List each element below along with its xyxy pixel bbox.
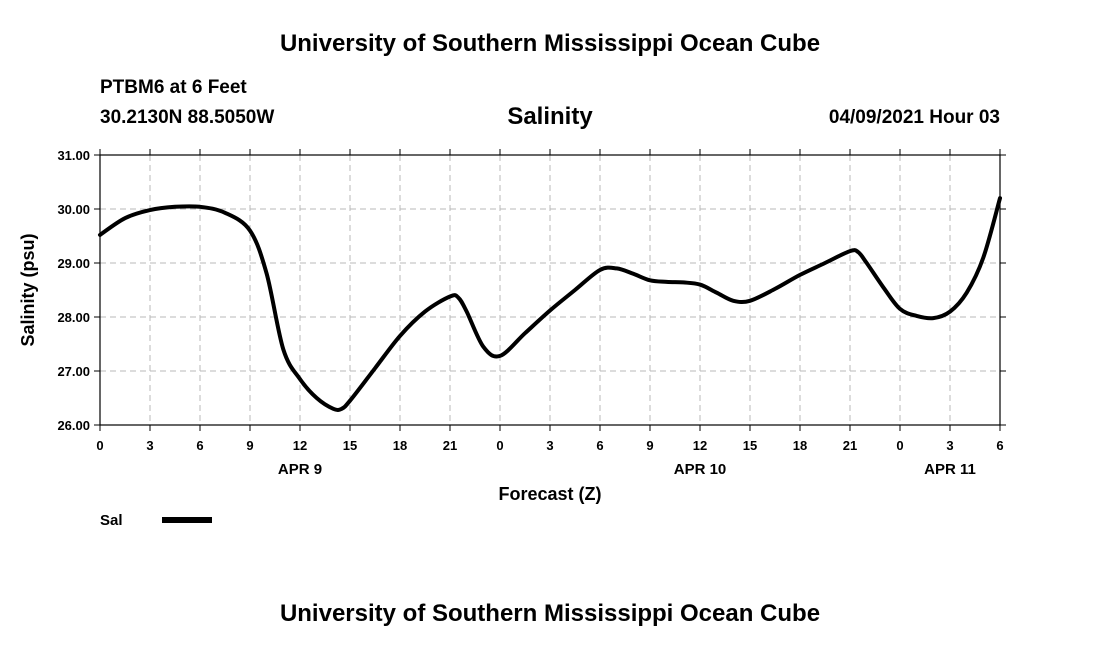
x-tick-label: 21 xyxy=(843,438,857,453)
x-tick-label: 9 xyxy=(646,438,653,453)
x-tick-label: 12 xyxy=(693,438,707,453)
x-tick-label: 15 xyxy=(743,438,757,453)
x-tick-label: 6 xyxy=(196,438,203,453)
x-tick-label: 21 xyxy=(443,438,457,453)
day-label: APR 9 xyxy=(278,461,322,478)
y-tick-label: 31.00 xyxy=(57,148,90,163)
y-tick-label: 27.00 xyxy=(57,364,90,379)
x-tick-label: 9 xyxy=(246,438,253,453)
x-tick-label: 18 xyxy=(393,438,407,453)
x-tick-label: 3 xyxy=(946,438,953,453)
y-tick-label: 28.00 xyxy=(57,310,90,325)
day-labels: APR 9 APR 10 APR 11 xyxy=(278,461,976,478)
x-tick-label: 0 xyxy=(96,438,103,453)
series-line-sal xyxy=(98,196,1002,412)
x-tick-label: 0 xyxy=(496,438,503,453)
legend: Sal xyxy=(100,512,212,529)
x-tick-label: 6 xyxy=(596,438,603,453)
day-label: APR 11 xyxy=(924,461,976,478)
y-tick-label: 29.00 xyxy=(57,256,90,271)
x-tick-label: 3 xyxy=(546,438,553,453)
y-axis-label: Salinity (psu) xyxy=(18,233,38,346)
x-tick-label: 0 xyxy=(896,438,903,453)
y-tick-label: 30.00 xyxy=(57,202,90,217)
top-title: University of Southern Mississippi Ocean… xyxy=(279,30,821,57)
legend-label-sal: Sal xyxy=(100,512,123,529)
x-tick-label: 6 xyxy=(996,438,1003,453)
station-name: PTBM6 at 6 Feet xyxy=(100,77,247,98)
x-tick-label: 15 xyxy=(343,438,357,453)
x-tick-label: 12 xyxy=(293,438,307,453)
station-coords: 30.2130N 88.5050W xyxy=(100,107,275,128)
tick-marks xyxy=(94,149,1006,431)
x-axis-label: Forecast (Z) xyxy=(498,484,601,504)
chart-title: Salinity xyxy=(507,103,593,130)
valid-time: 04/09/2021 Hour 03 xyxy=(828,107,1000,128)
y-tick-label: 26.00 xyxy=(57,418,90,433)
bottom-title: University of Southern Mississippi Ocean… xyxy=(279,600,821,627)
x-tick-label: 18 xyxy=(793,438,807,453)
y-tick-labels: 26.00 27.00 28.00 29.00 30.00 31.00 xyxy=(57,148,90,433)
day-label: APR 10 xyxy=(674,461,727,478)
x-tick-labels: 0 3 6 9 12 15 18 21 0 3 6 9 12 15 18 21 0 3 6 xyxy=(96,438,1003,453)
x-tick-label: 3 xyxy=(146,438,153,453)
chart-grid xyxy=(99,154,1001,426)
